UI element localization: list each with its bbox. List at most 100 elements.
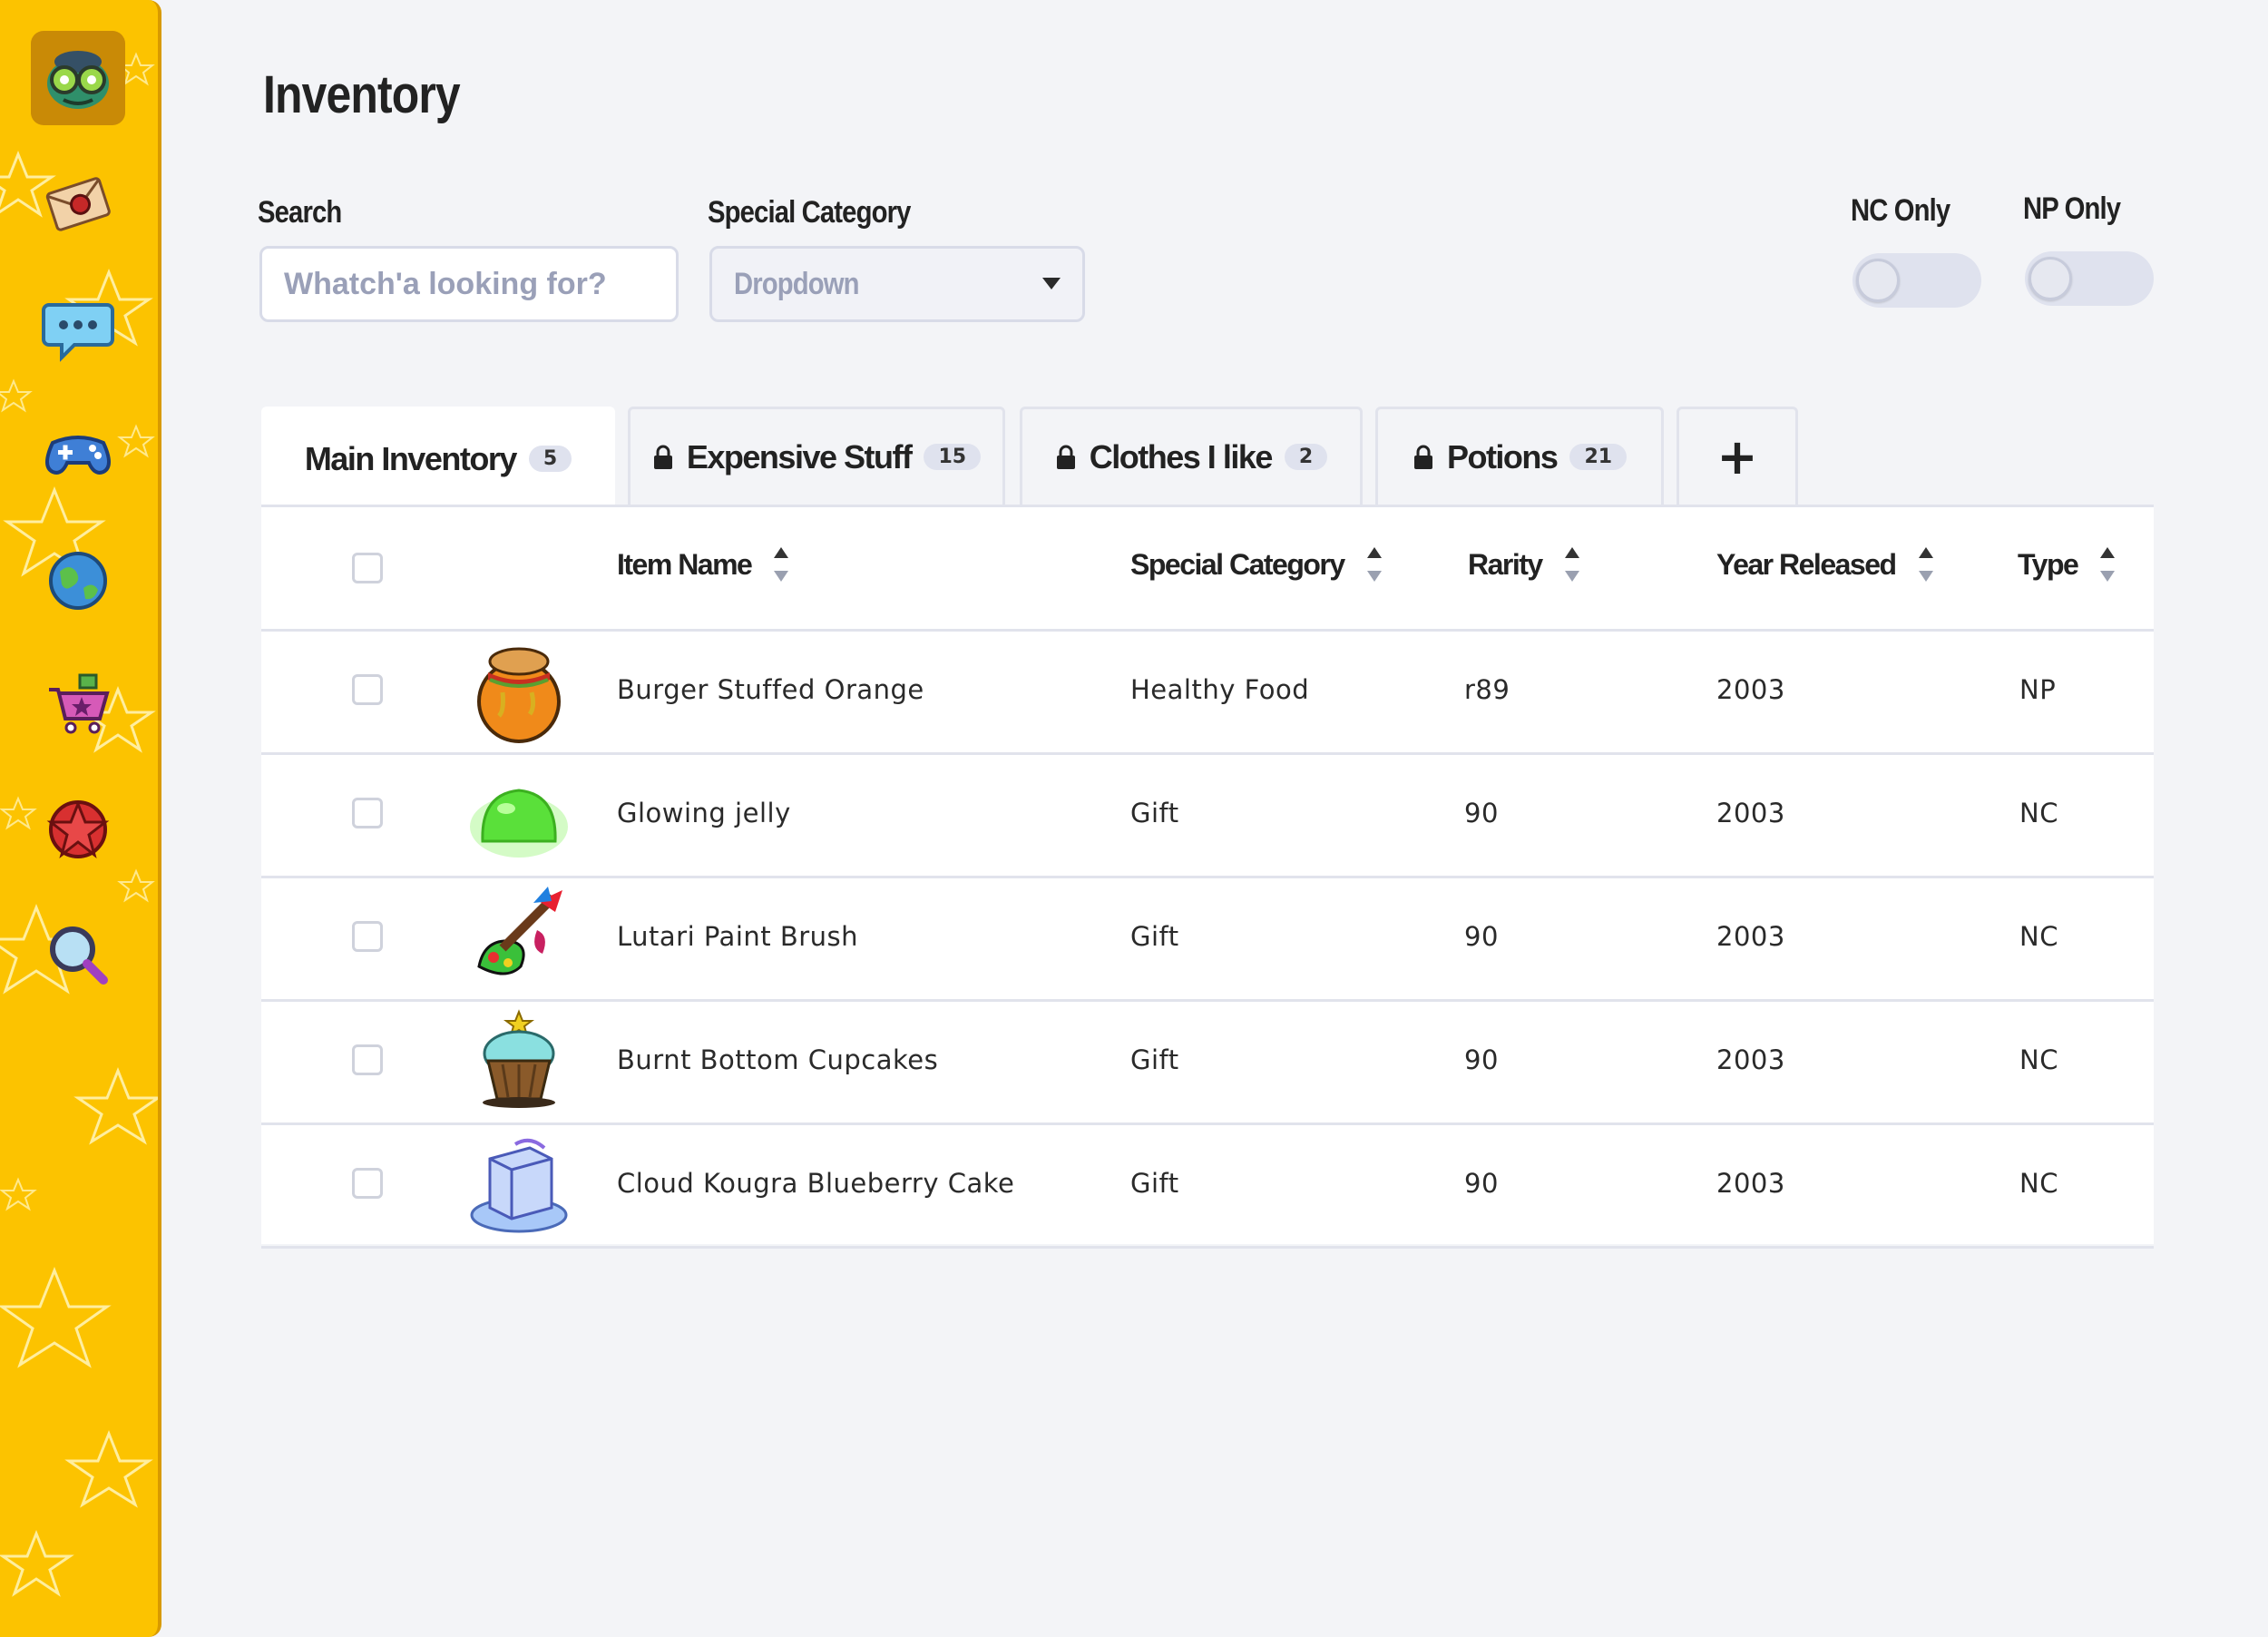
- magnifier-icon: [50, 926, 108, 985]
- add-tab-button[interactable]: +: [1677, 407, 1798, 505]
- tab-count-badge: 5: [528, 446, 572, 472]
- tab-main-inventory[interactable]: Main Inventory 5: [261, 407, 615, 508]
- dropdown-value: Dropdown: [734, 266, 860, 301]
- lock-icon: [653, 445, 672, 469]
- item-rarity: 90: [1464, 1044, 1499, 1075]
- column-header-year-released[interactable]: Year Released: [1716, 547, 1934, 582]
- cloud-kougra-blueberry-cake-image: [470, 1138, 568, 1233]
- tab-clothes-i-like[interactable]: Clothes I like 2: [1020, 407, 1363, 505]
- select-all-checkbox[interactable]: [352, 553, 383, 583]
- sidebar-item-chat[interactable]: [31, 281, 125, 376]
- item-category: Gift: [1130, 798, 1179, 828]
- item-type: NC: [2019, 798, 2058, 828]
- item-year: 2003: [1716, 798, 1785, 828]
- table-row[interactable]: Burger Stuffed Orange Healthy Food r89 2…: [261, 629, 2154, 755]
- avatar-icon: [47, 51, 109, 109]
- item-name: Cloud Kougra Blueberry Cake: [617, 1168, 1015, 1199]
- star-badge-icon: [46, 799, 110, 858]
- item-category: Gift: [1130, 921, 1179, 952]
- shop-cart-icon: [49, 673, 110, 734]
- column-header-type[interactable]: Type: [2018, 547, 2116, 582]
- tab-count-badge: 21: [1569, 444, 1628, 470]
- lock-icon: [1413, 445, 1432, 469]
- chevron-down-icon: [1042, 278, 1061, 289]
- special-category-label: Special Category: [708, 195, 911, 230]
- plus-icon: +: [1716, 428, 1758, 485]
- column-header-item-name[interactable]: Item Name: [617, 547, 789, 582]
- star-pattern-background: [0, 52, 158, 1597]
- tab-count-badge: 2: [1284, 444, 1328, 470]
- item-type: NC: [2019, 1168, 2058, 1199]
- table-row[interactable]: Cloud Kougra Blueberry Cake Gift 90 2003…: [261, 1122, 2154, 1249]
- glowing-jelly-image: [470, 789, 568, 858]
- burnt-bottom-cupcakes-image: [483, 1009, 555, 1108]
- search-field[interactable]: [259, 246, 679, 322]
- nc-only-toggle[interactable]: [1853, 253, 1981, 308]
- item-rarity: 90: [1464, 921, 1499, 952]
- sidebar-item-mail[interactable]: [31, 156, 125, 250]
- item-year: 2003: [1716, 921, 1785, 952]
- sort-icon[interactable]: [1564, 547, 1580, 582]
- row-checkbox[interactable]: [352, 921, 383, 952]
- tab-label: Main Inventory: [304, 439, 518, 477]
- sidebar-item-shop[interactable]: [31, 657, 125, 751]
- chat-icon: [42, 303, 114, 362]
- tab-label: Potions: [1446, 437, 1559, 475]
- special-category-dropdown[interactable]: Dropdown: [709, 246, 1085, 322]
- gamepad-icon: [45, 436, 111, 475]
- item-category: Gift: [1130, 1168, 1179, 1199]
- item-name: Burger Stuffed Orange: [617, 674, 924, 705]
- sidebar-item-achievements[interactable]: [31, 782, 125, 877]
- sort-icon[interactable]: [1366, 547, 1383, 582]
- page-title: Inventory: [263, 65, 461, 124]
- np-only-label: NP Only: [2023, 191, 2121, 226]
- lock-icon: [1056, 445, 1075, 469]
- sort-icon[interactable]: [773, 547, 789, 582]
- lutari-paint-brush-image: [477, 887, 562, 975]
- burger-stuffed-orange-image: [477, 647, 561, 743]
- nc-only-label: NC Only: [1851, 193, 1950, 228]
- item-name: Burnt Bottom Cupcakes: [617, 1044, 939, 1075]
- item-rarity: 90: [1464, 1168, 1499, 1199]
- sidebar-item-search[interactable]: [31, 907, 125, 1002]
- table-row[interactable]: Burnt Bottom Cupcakes Gift 90 2003 NC: [261, 999, 2154, 1125]
- search-input[interactable]: [262, 249, 676, 319]
- item-year: 2003: [1716, 1044, 1785, 1075]
- item-type: NP: [2019, 674, 2057, 705]
- column-header-rarity[interactable]: Rarity: [1468, 547, 1580, 582]
- mail-icon: [45, 177, 111, 231]
- item-type: NC: [2019, 921, 2058, 952]
- item-category: Gift: [1130, 1044, 1179, 1075]
- item-rarity: r89: [1464, 674, 1510, 705]
- tab-expensive-stuff[interactable]: Expensive Stuff 15: [628, 407, 1005, 505]
- sidebar-item-games[interactable]: [31, 407, 125, 501]
- inventory-table: Item Name Special Category Rarity Year R…: [261, 505, 2154, 1249]
- sort-icon[interactable]: [1918, 547, 1934, 582]
- table-row[interactable]: Glowing jelly Gift 90 2003 NC: [261, 752, 2154, 878]
- row-checkbox[interactable]: [352, 1044, 383, 1075]
- row-checkbox[interactable]: [352, 674, 383, 705]
- column-header-special-category[interactable]: Special Category: [1130, 547, 1383, 582]
- table-header: Item Name Special Category Rarity Year R…: [261, 507, 2154, 632]
- toggle-knob: [1856, 259, 1900, 302]
- search-label: Search: [258, 195, 342, 230]
- np-only-toggle[interactable]: [2025, 251, 2154, 306]
- tab-count-badge: 15: [924, 444, 982, 470]
- tab-label: Expensive Stuff: [686, 437, 913, 475]
- item-name: Lutari Paint Brush: [617, 921, 859, 952]
- tab-label: Clothes I like: [1089, 437, 1274, 475]
- sidebar-item-avatar[interactable]: [31, 31, 125, 125]
- sidebar-item-world[interactable]: [31, 532, 125, 626]
- sidebar: [0, 0, 161, 1637]
- table-row[interactable]: Lutari Paint Brush Gift 90 2003 NC: [261, 876, 2154, 1002]
- row-checkbox[interactable]: [352, 1168, 383, 1199]
- item-year: 2003: [1716, 674, 1785, 705]
- item-rarity: 90: [1464, 798, 1499, 828]
- sort-icon[interactable]: [2099, 547, 2116, 582]
- item-year: 2003: [1716, 1168, 1785, 1199]
- tab-potions[interactable]: Potions 21: [1375, 407, 1664, 505]
- row-checkbox[interactable]: [352, 798, 383, 828]
- item-category: Healthy Food: [1130, 674, 1310, 705]
- item-name: Glowing jelly: [617, 798, 791, 828]
- item-type: NC: [2019, 1044, 2058, 1075]
